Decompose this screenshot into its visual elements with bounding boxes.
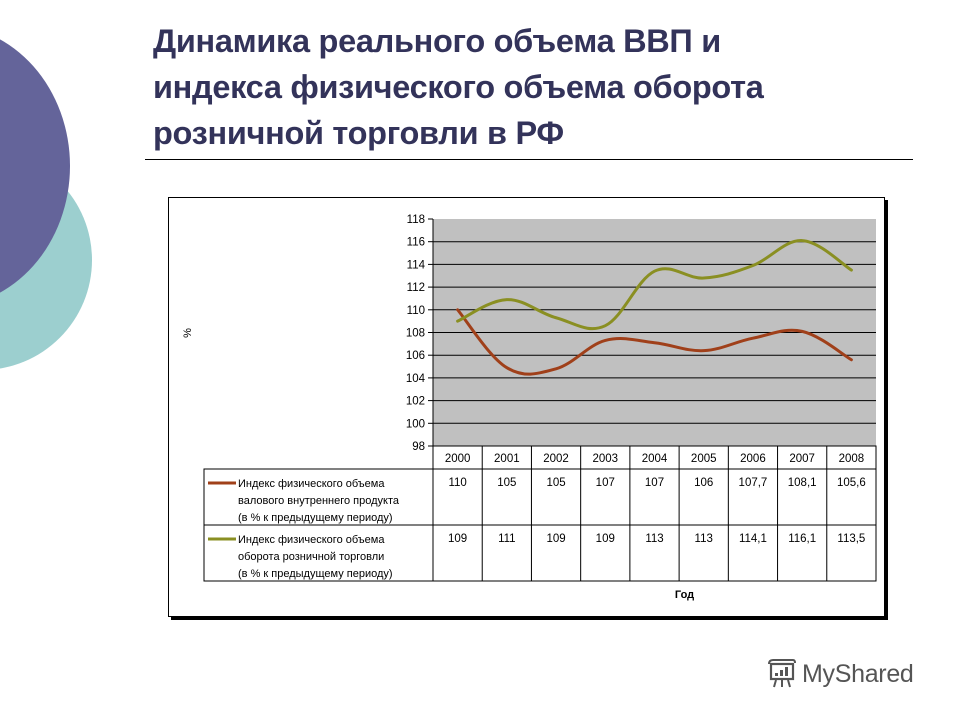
title-line-3: розничной торговли в РФ: [153, 115, 564, 151]
x-category-label: 2006: [740, 453, 766, 465]
watermark-logo: MyShared: [766, 656, 914, 692]
watermark-text: MyShared: [802, 659, 914, 688]
y-tick-label: 114: [407, 259, 426, 271]
y-tick-label: 104: [406, 373, 426, 385]
table-cell-value: 107: [596, 477, 615, 489]
table-cell-value: 114,1: [739, 533, 767, 545]
legend-label-series-2: Индекс физического объема: [238, 534, 385, 546]
y-tick-label: 100: [406, 418, 425, 430]
table-cell-value: 111: [498, 533, 515, 545]
table-cell-value: 109: [448, 533, 467, 545]
table-cell-value: 108,1: [788, 477, 817, 489]
y-tick-label: 106: [406, 350, 425, 362]
presentation-board-icon: [768, 659, 796, 688]
line-chart-with-data-table: 118 116 114 112 110 108 106 104 102 100 98% 2000 200…: [182, 214, 877, 601]
title-divider: [145, 159, 913, 160]
x-category-label: 2002: [543, 453, 569, 465]
legend-label-series-2: (в % к предыдущему периоду): [238, 568, 393, 580]
table-cell-value: 109: [546, 533, 565, 545]
series-line-2: [456, 239, 853, 331]
x-category-label: 2007: [789, 453, 815, 465]
table-cell-value: 109: [596, 533, 615, 545]
x-category-label: 2005: [691, 453, 717, 465]
table-cell-value: 113: [645, 533, 663, 545]
legend-label-series-1: Индекс физического объема: [238, 478, 385, 490]
chart-frame: 118 116 114 112 110 108 106 104 102 100 98% 2000 200…: [168, 197, 885, 617]
y-tick-label: 108: [406, 328, 425, 340]
y-tick-label: 102: [406, 396, 425, 408]
title-line-2: индекса физического объема оборота: [153, 69, 764, 105]
y-tick-label: 116: [407, 237, 425, 249]
legend-label-series-1: валового внутреннего продукта: [238, 495, 400, 507]
x-category-label: 2001: [494, 453, 520, 465]
y-tick-label: 110: [407, 305, 425, 317]
y-axis-title: %: [182, 328, 194, 338]
table-cell-value: 107: [645, 477, 664, 489]
table-cell-value: 107,7: [739, 477, 768, 489]
table-cell-value: 105: [497, 477, 516, 489]
x-category-label: 2004: [642, 453, 668, 465]
table-cell-value: 105,6: [837, 477, 866, 489]
slide-title: Динамика реального объема ВВП и индекса …: [153, 18, 913, 156]
table-cell-value: 105: [546, 477, 565, 489]
table-cell-value: 113: [695, 533, 713, 545]
table-cell-value: 106: [694, 477, 713, 489]
table-cell-value: 113,5: [837, 533, 865, 545]
series-line-1: [456, 308, 853, 376]
x-axis-title: Год: [675, 589, 694, 601]
table-cell-value: 110: [448, 477, 466, 489]
x-category-label: 2000: [445, 453, 471, 465]
y-tick-label: 112: [407, 282, 425, 294]
x-category-label: 2003: [592, 453, 618, 465]
legend-label-series-1: (в % к предыдущему периоду): [238, 512, 393, 524]
y-tick-label: 118: [407, 214, 425, 226]
table-cell-value: 116,1: [788, 533, 816, 545]
legend-label-series-2: оборота розничной торговли: [238, 551, 384, 563]
title-line-1: Динамика реального объема ВВП и: [153, 23, 721, 59]
x-category-label: 2008: [839, 453, 865, 465]
y-tick-label: 98: [412, 441, 425, 453]
